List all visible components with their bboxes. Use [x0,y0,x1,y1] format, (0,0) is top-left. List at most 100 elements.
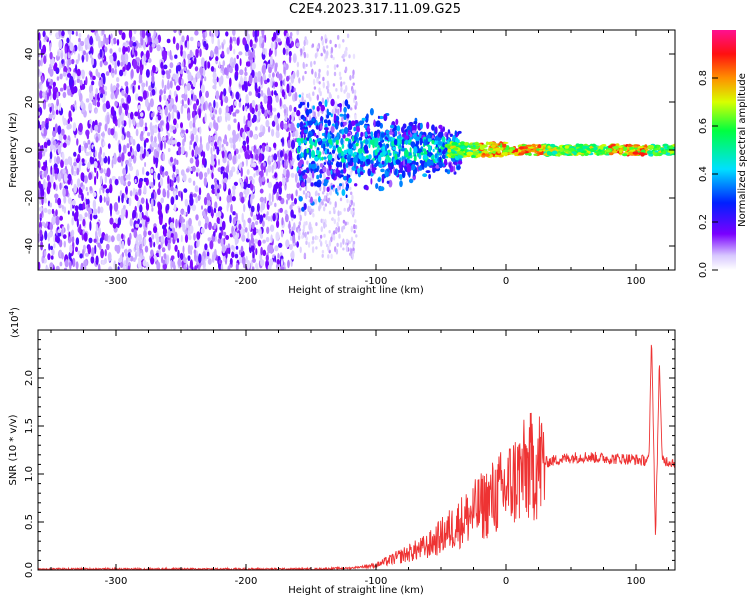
spectrogram-speckle [438,160,443,169]
spectrogram-speckle [43,55,47,65]
spectrogram-speckle [219,115,223,122]
spectrogram-speckle [141,55,145,65]
spectrogram-speckle [116,244,121,254]
spectrogram-speckle [89,36,94,46]
spectrogram-speckle [608,145,613,149]
spectrogram-speckle [240,181,244,189]
spectrogram-speckle [154,142,158,148]
spectrogram-speckle [357,168,360,174]
spectrogram-speckle [285,199,289,205]
spectrogram-speckle [296,122,300,129]
spectrogram-speckle [253,134,258,140]
spectrogram-speckle [262,213,266,218]
spectrogram-speckle [267,264,271,270]
spectrogram-speckle [284,94,287,100]
spectrogram-speckle [162,263,168,270]
spectrogram-speckle [244,71,248,76]
spectrogram-speckle [278,73,283,82]
spectrogram-speckle [62,115,65,123]
spectrogram-speckle [489,148,494,151]
spectrogram-speckle [160,197,164,204]
spectrogram-speckle [158,244,161,250]
spectrogram-speckle [405,139,409,145]
spectrogram-speckle [325,176,330,180]
spectrogram-speckle [99,153,102,164]
spectrogram-speckle [312,78,316,86]
colorbar: 0.00.20.40.60.8 Normalized spectral ampl… [698,30,748,278]
spectrogram-speckle [356,125,360,133]
spectrogram-speckle [343,113,347,121]
spectrogram-speckle [215,212,218,218]
spectrogram-speckle [114,63,117,70]
spectrogram-speckle [272,213,276,222]
spectrogram-speckle [430,160,434,166]
spectrogram-speckle [67,179,71,185]
spectrogram-speckle [218,158,220,166]
spectrogram-speckle [151,43,156,48]
spectrogram-speckle [277,38,282,43]
spectrogram-speckle [216,217,220,224]
spectrogram-speckle [172,164,176,173]
spectrogram-speckle [56,91,59,99]
spectrogram-speckle [353,89,357,95]
spectrogram-speckle [229,43,233,52]
spectrogram-speckle [322,150,325,155]
spectrogram-speckle [69,42,74,52]
spectrogram-speckle [296,182,301,189]
spectrogram-speckle [287,259,290,269]
spectrogram-speckle [212,71,217,80]
spectrogram-speckle [361,117,366,121]
spectrogram-speckle [336,192,339,196]
spectrogram-speckle [352,82,355,86]
spectrogram-speckle [258,86,261,93]
spectrogram-speckle [401,126,405,134]
spectrogram-speckle [232,217,237,225]
spectrogram-speckle [452,153,459,156]
spectrogram-speckle [265,119,270,128]
spectrogram-speckle [310,141,315,146]
spectrogram-speckle [232,36,237,42]
spectrogram-speckle [332,184,335,188]
spectrogram-speckle [57,125,62,135]
spectrogram-speckle [301,92,304,97]
spectrogram-speckle [87,245,92,255]
spectrogram-speckle [257,239,262,247]
spectrogram-speckle [193,94,197,102]
spectrogram-speckle [318,196,321,203]
spectrogram-speckle [431,124,435,131]
spectrogram-speckle [268,192,272,203]
spectrogram-speckle [199,48,202,57]
spectrogram-speckle [144,245,149,253]
spectrogram-speckle [62,234,67,240]
spectrogram-speckle [228,153,233,161]
spectrogram-speckle [80,100,84,109]
spectrogram-speckle [280,255,284,261]
spectrogram-speckle [51,167,55,177]
spectrogram-speckle [238,163,242,170]
spectrogram-speckle [254,148,259,155]
spectrogram-speckle [397,131,401,135]
spectrogram-speckle [70,231,73,238]
spectrogram-speckle [444,158,448,166]
y-tick-label: 1.5 [24,418,35,434]
spectrogram-speckle [180,104,184,115]
spectrogram-speckle [50,255,54,260]
spectrogram-speckle [161,255,164,264]
spectrogram-speckle [211,172,214,180]
spectrogram-speckle [111,72,115,78]
spectrogram-speckle [190,133,195,142]
spectrogram-speckle [364,138,369,145]
spectrogram-speckle [54,193,59,199]
spectrogram-speckle [164,238,168,247]
spectrogram-speckle [335,228,338,233]
spectrogram-speckle [100,89,104,94]
spectrogram-speckle [320,226,323,233]
spectrogram-speckle [182,245,185,254]
spectrogram-speckle [370,131,374,138]
spectrogram-speckle [409,178,414,184]
spectrogram-speckle [112,37,117,45]
spectrogram-speckle [293,56,297,61]
spectrogram-speckle [309,152,312,159]
spectrogram-speckle [479,145,485,150]
spectrogram-speckle [79,223,82,233]
